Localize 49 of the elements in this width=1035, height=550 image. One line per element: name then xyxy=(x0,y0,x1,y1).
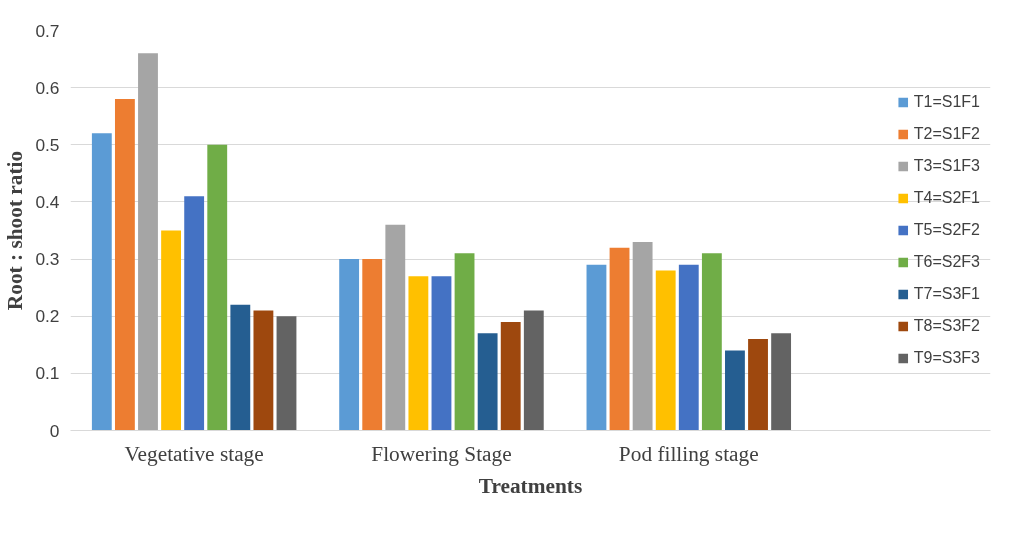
bar xyxy=(748,339,768,431)
bar xyxy=(523,310,544,431)
bar xyxy=(586,264,607,431)
y-tick-label: 0.1 xyxy=(35,363,60,384)
x-tick-label: Vegetative stage xyxy=(124,441,264,466)
y-tick-label: 0.4 xyxy=(35,191,60,212)
y-tick-label: 0.3 xyxy=(35,249,60,270)
bar xyxy=(276,316,297,431)
x-tick-label: Pod filling stage xyxy=(618,441,759,466)
bar xyxy=(701,253,722,431)
bar xyxy=(678,264,699,431)
legend-label: T1=S1F1 xyxy=(913,93,980,111)
y-tick-label: 0.2 xyxy=(35,306,60,327)
bar xyxy=(114,99,135,431)
y-tick-label: 0 xyxy=(49,420,60,441)
bar xyxy=(161,230,181,431)
bar xyxy=(500,321,521,431)
legend-label: T5=S2F2 xyxy=(913,221,980,239)
y-axis-title: Root : shoot ratio xyxy=(3,150,28,311)
bar xyxy=(408,276,429,431)
legend-label: T2=S1F2 xyxy=(913,125,980,143)
bar xyxy=(184,196,205,431)
y-tick-label: 0.6 xyxy=(35,77,60,98)
x-tick-label: Flowering Stage xyxy=(371,441,512,466)
bar xyxy=(362,259,383,431)
bar xyxy=(477,333,498,431)
bar xyxy=(138,53,158,431)
legend-label: T9=S3F3 xyxy=(913,349,980,367)
legend-label: T4=S2F1 xyxy=(913,189,980,207)
bar xyxy=(454,253,475,431)
bar xyxy=(771,333,792,431)
legend-label: T3=S1F3 xyxy=(913,157,980,175)
bar xyxy=(253,310,274,431)
y-tick-label: 0.5 xyxy=(35,134,60,155)
bar xyxy=(609,247,630,431)
bar xyxy=(339,259,360,431)
legend-label: T7=S3F1 xyxy=(913,285,980,303)
y-tick-label: 0.7 xyxy=(35,20,60,41)
bar xyxy=(91,133,112,431)
bar xyxy=(431,276,452,431)
legend-label: T6=S2F3 xyxy=(913,253,980,271)
bar xyxy=(385,224,406,431)
bar xyxy=(655,270,676,431)
bar xyxy=(725,350,745,431)
legend-label: T8=S3F2 xyxy=(913,317,980,335)
bar xyxy=(230,304,251,431)
bar xyxy=(207,144,228,431)
bar xyxy=(632,241,653,431)
x-axis-title: Treatments xyxy=(478,473,583,498)
